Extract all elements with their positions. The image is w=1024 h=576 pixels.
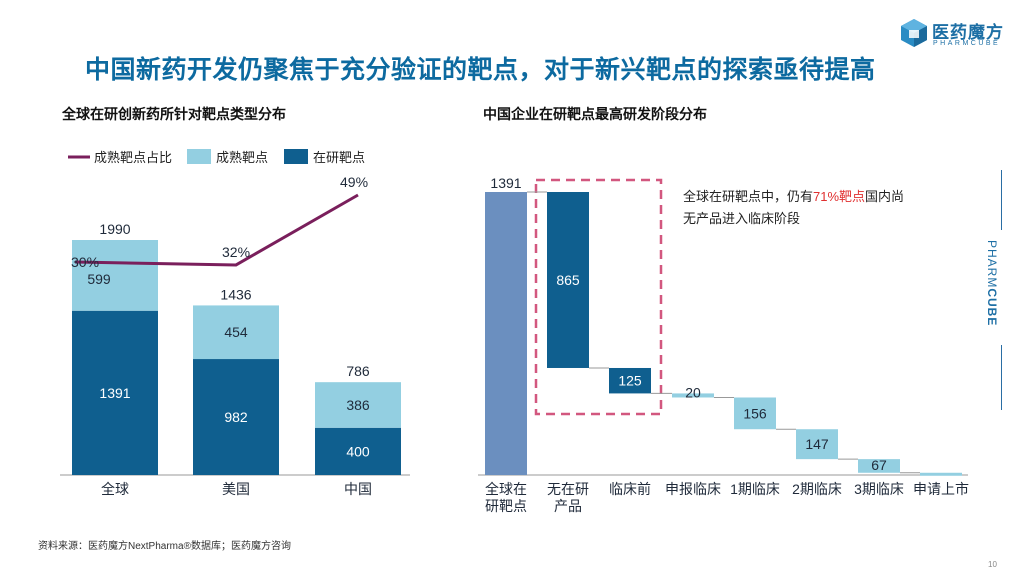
total-label: 786 <box>346 363 370 379</box>
waterfall-bar <box>547 192 589 368</box>
x-tick-label: 产品 <box>554 498 582 514</box>
x-tick-label: 1期临床 <box>730 481 780 497</box>
source-note: 资料来源：医药魔方NextPharma®数据库；医药魔方咨询 <box>38 541 291 552</box>
annotation-prefix: 全球在研靶点中，仍有 <box>683 189 813 204</box>
bar-mature <box>72 240 158 311</box>
data-label: 67 <box>871 457 887 473</box>
highlight-dashed-box <box>534 178 663 416</box>
page-title: 中国新药开发仍聚焦于充分验证的靶点，对于新兴靶点的探索亟待提高 <box>85 56 876 84</box>
x-tick-label: 临床前 <box>609 481 651 497</box>
total-label: 1436 <box>220 286 251 302</box>
side-brand: PHARMCUBE <box>985 240 999 326</box>
side-divider-top <box>1001 170 1002 230</box>
logo-name: 医药魔方 <box>932 23 1004 42</box>
side-brand-bold: CUBE <box>985 288 999 327</box>
bar-in-research <box>72 310 158 475</box>
bar-in-research <box>193 359 279 475</box>
bar-mature <box>193 305 279 360</box>
line-label: 30% <box>71 254 99 270</box>
legend-dark-swatch <box>284 149 308 164</box>
line-label: 32% <box>222 244 250 260</box>
x-tick-label: 无在研 <box>547 481 589 497</box>
x-tick-label: 研靶点 <box>485 498 527 514</box>
legend-label: 在研靶点 <box>313 150 365 165</box>
data-label: 865 <box>556 272 580 288</box>
waterfall-bar <box>485 192 527 475</box>
data-label: 20 <box>685 384 701 400</box>
data-label: 454 <box>224 324 248 340</box>
right-chart-title: 中国企业在研靶点最高研发阶段分布 <box>483 106 707 122</box>
bar-in-research <box>315 427 401 475</box>
data-label: 156 <box>743 405 767 421</box>
data-label: 982 <box>224 409 248 425</box>
data-label: 400 <box>346 443 370 459</box>
x-tick-label: 申请上市 <box>913 481 969 497</box>
x-tick-label: 3期临床 <box>854 481 904 497</box>
page-number: 10 <box>988 560 997 569</box>
data-label: 386 <box>346 397 370 413</box>
annotation-highlight: 71%靶点 <box>813 189 865 204</box>
bar-mature <box>315 382 401 428</box>
data-label: 599 <box>87 271 111 287</box>
waterfall-bar <box>858 459 900 473</box>
cube-logo-icon <box>901 19 927 47</box>
data-label: 125 <box>618 373 642 389</box>
waterfall-bar <box>609 367 651 394</box>
waterfall-bar <box>672 393 714 398</box>
waterfall-bar <box>734 397 776 430</box>
x-tick-label: 全球 <box>101 481 129 497</box>
waterfall-bar <box>920 472 962 476</box>
line-mature-ratio <box>74 193 359 267</box>
x-tick-label: 全球在 <box>485 481 527 497</box>
side-brand-light: PHARM <box>985 240 999 289</box>
logo-subtitle: PHARMCUBE <box>933 40 1001 47</box>
waterfall-bar <box>796 429 838 460</box>
total-label: 1990 <box>99 221 130 237</box>
data-label: 1391 <box>99 385 130 401</box>
annotation-text-line2: 无产品进入临床阶段 <box>683 211 800 226</box>
x-tick-label: 2期临床 <box>792 481 842 497</box>
data-label: 1391 <box>490 175 521 191</box>
legend-label: 成熟靶点 <box>216 150 268 165</box>
line-label: 49% <box>340 174 368 190</box>
legend-label: 成熟靶点占比 <box>94 150 172 165</box>
x-tick-label: 申报临床 <box>665 481 721 497</box>
x-tick-label: 中国 <box>344 481 372 497</box>
legend-light-swatch <box>187 149 211 164</box>
x-tick-label: 美国 <box>222 481 250 497</box>
side-divider-bottom <box>1001 345 1002 410</box>
left-chart-title: 全球在研创新药所针对靶点类型分布 <box>62 106 286 122</box>
annotation-suffix: 国内尚 <box>865 189 904 204</box>
data-label: 147 <box>805 436 829 452</box>
annotation-text: 全球在研靶点中，仍有71%靶点国内尚 <box>683 189 904 204</box>
logo: 医药魔方 PHARMCUBE <box>900 16 1018 56</box>
